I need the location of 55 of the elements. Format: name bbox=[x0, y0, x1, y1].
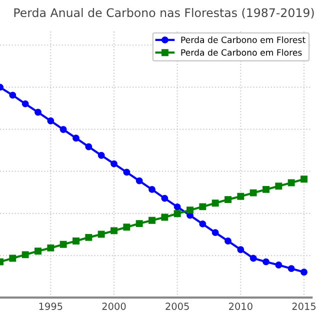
point bbox=[136, 177, 143, 184]
point bbox=[288, 265, 295, 272]
chart-title: Perda Anual de Carbono nas Florestas (1987-2019) bbox=[14, 8, 314, 19]
point bbox=[174, 210, 181, 218]
legend-label: Perda de Carbono em Florest bbox=[181, 36, 306, 44]
point bbox=[47, 117, 54, 124]
point bbox=[123, 168, 130, 176]
point bbox=[237, 246, 244, 254]
x-tick-label: 1995 bbox=[39, 302, 62, 310]
point bbox=[85, 143, 92, 150]
point bbox=[174, 203, 181, 210]
point bbox=[136, 220, 143, 228]
point bbox=[275, 182, 282, 190]
x-tick-label: 2000 bbox=[102, 302, 126, 310]
point bbox=[262, 186, 270, 193]
x-tick-label: 2005 bbox=[166, 302, 189, 310]
point bbox=[148, 186, 156, 193]
point bbox=[98, 152, 105, 159]
point bbox=[22, 251, 29, 258]
point bbox=[250, 189, 257, 196]
point bbox=[199, 220, 206, 228]
point bbox=[161, 214, 168, 221]
point bbox=[9, 254, 16, 262]
point bbox=[212, 229, 219, 236]
point bbox=[47, 244, 54, 252]
x-tick-label: 2010 bbox=[229, 302, 252, 310]
point bbox=[300, 268, 308, 276]
point bbox=[110, 227, 118, 234]
point bbox=[22, 100, 29, 108]
point bbox=[237, 192, 244, 200]
point bbox=[9, 92, 16, 99]
point bbox=[212, 200, 219, 207]
point bbox=[72, 134, 80, 142]
point bbox=[123, 224, 130, 231]
point bbox=[34, 108, 42, 116]
point bbox=[186, 206, 194, 214]
point bbox=[250, 254, 257, 262]
point bbox=[148, 216, 156, 224]
legend-label: Perda de Carbono em Flores bbox=[181, 49, 302, 56]
point bbox=[300, 176, 308, 183]
point bbox=[262, 258, 270, 266]
point bbox=[110, 160, 118, 168]
point bbox=[199, 203, 206, 210]
point bbox=[288, 179, 295, 186]
x-tick-label: 2015 bbox=[292, 302, 316, 310]
point bbox=[161, 194, 168, 202]
point bbox=[224, 238, 232, 244]
point bbox=[72, 238, 80, 244]
point bbox=[60, 240, 67, 248]
point bbox=[60, 126, 67, 133]
point bbox=[224, 196, 232, 204]
point bbox=[98, 230, 105, 238]
point bbox=[275, 262, 282, 268]
point bbox=[85, 234, 92, 241]
point bbox=[34, 248, 42, 255]
